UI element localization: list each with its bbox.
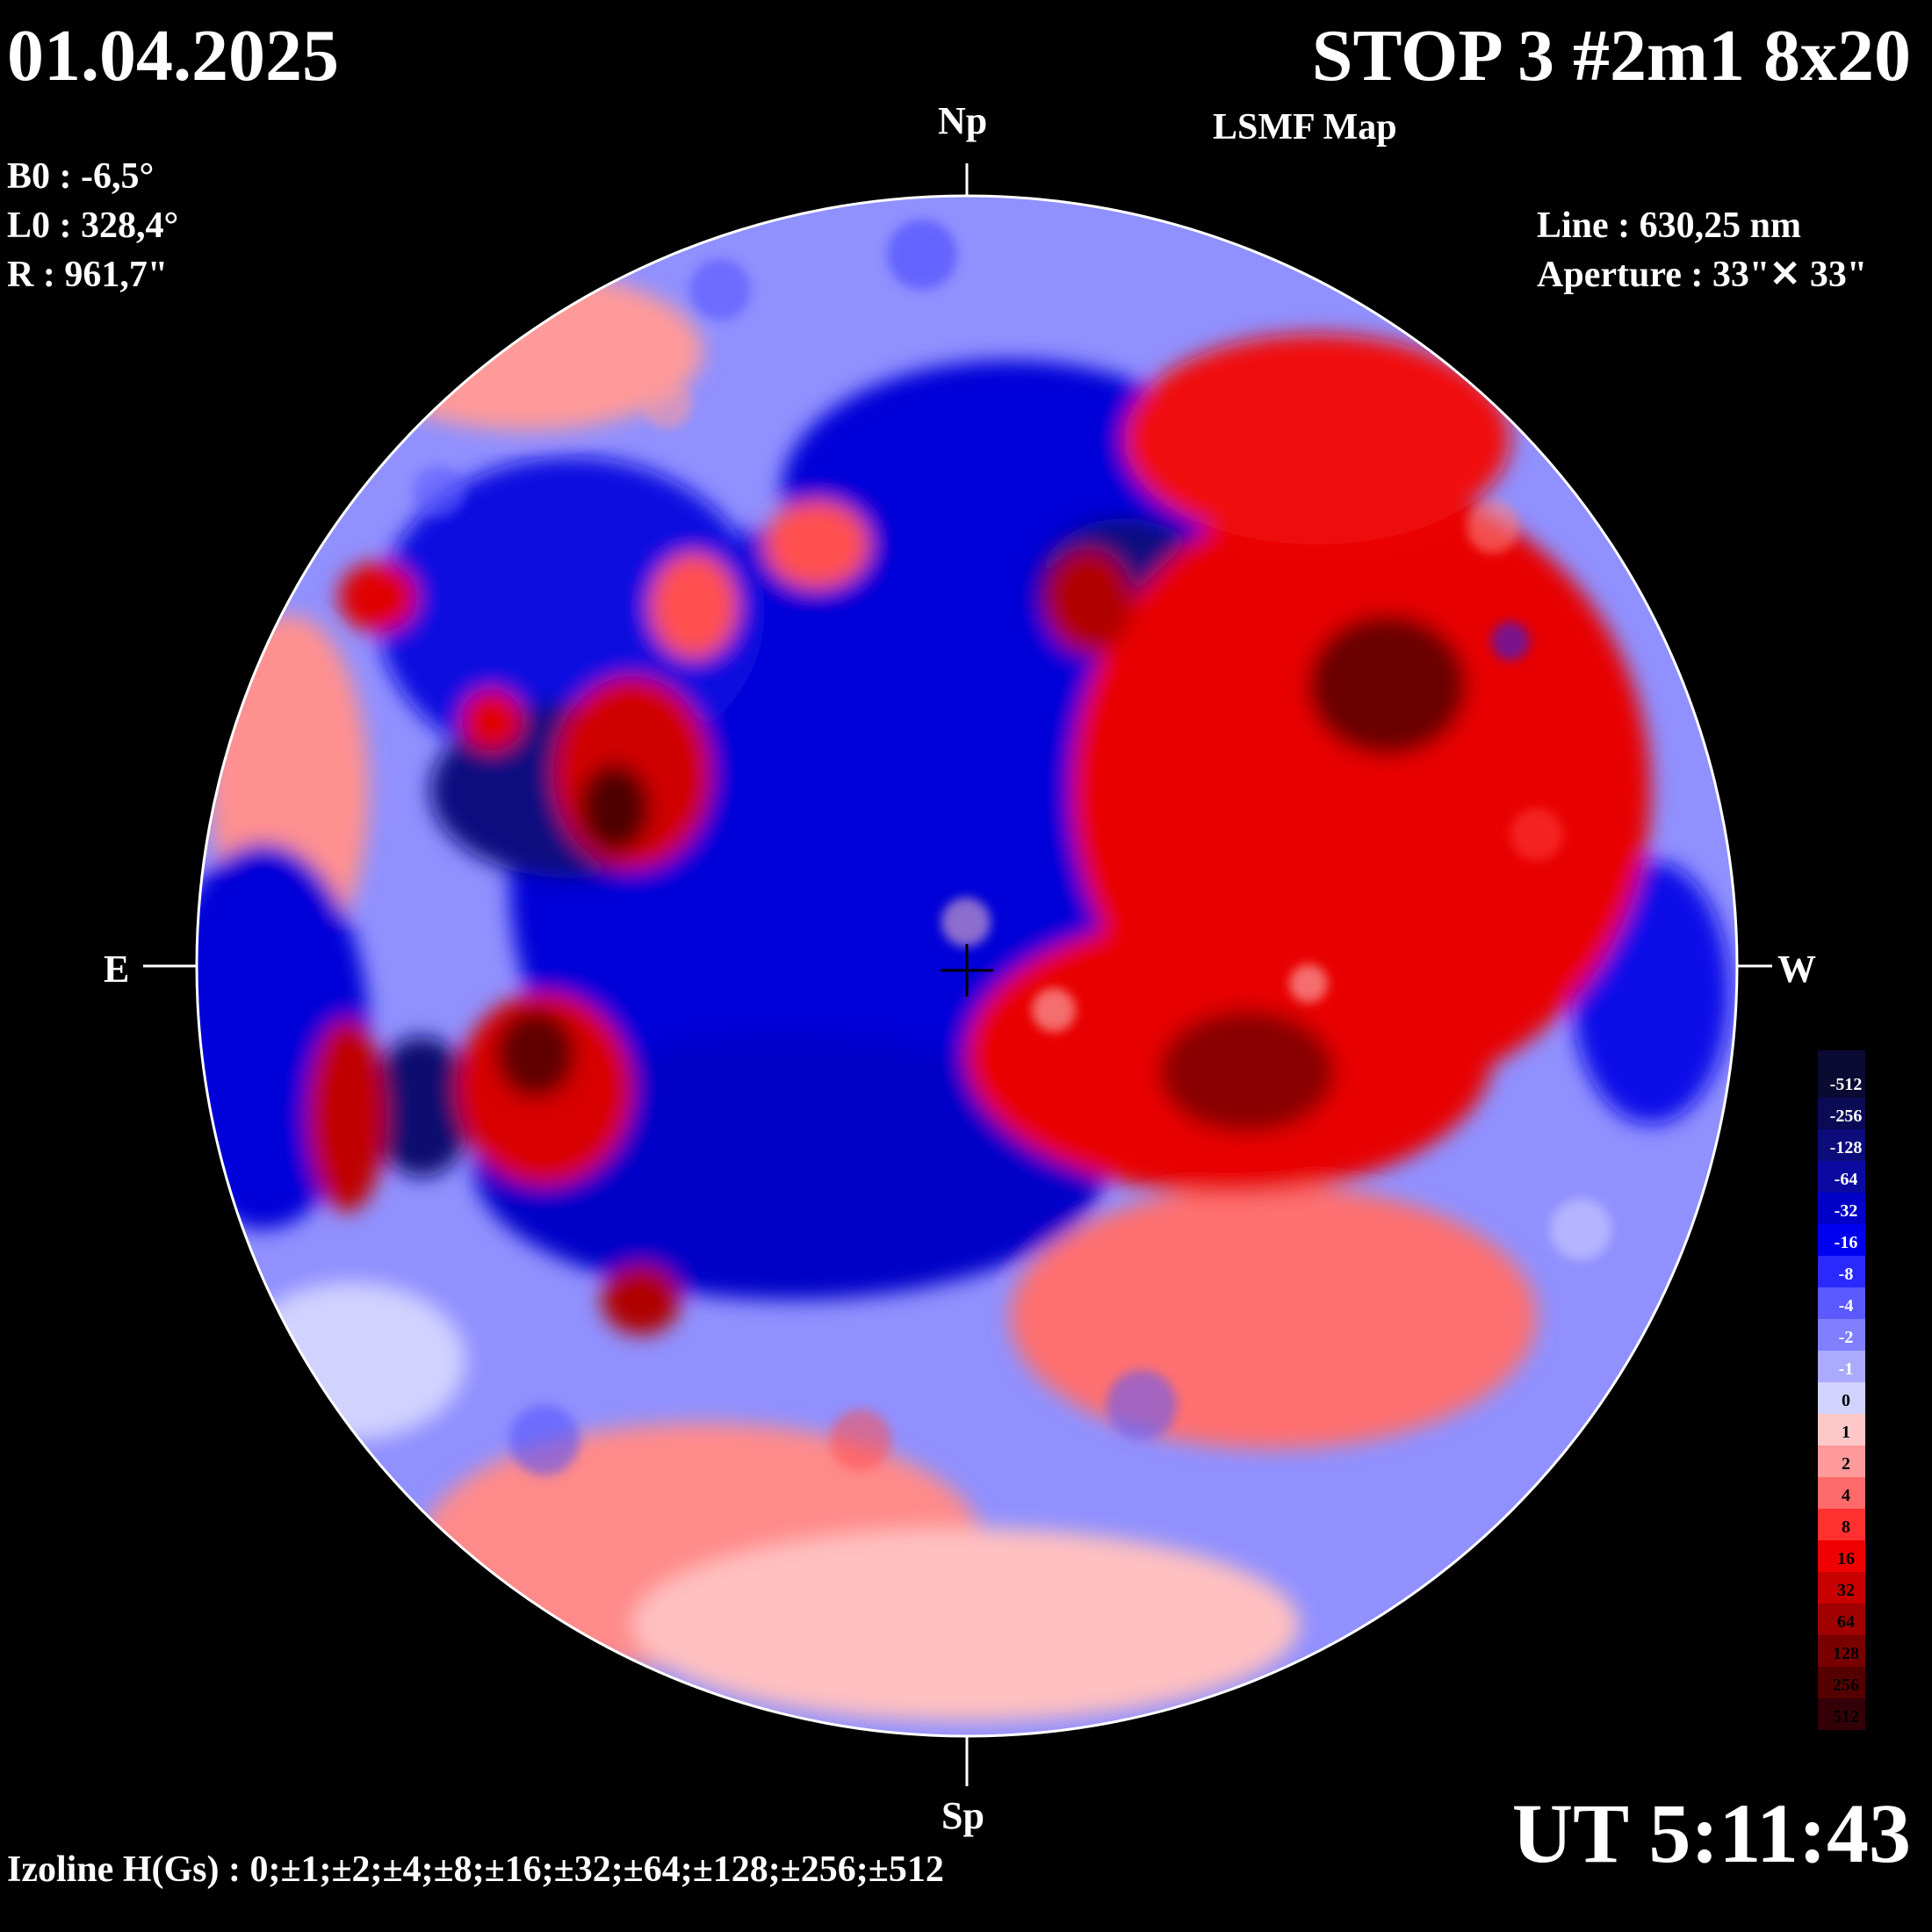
map-title: STOP 3 #2m1 8x20 <box>1311 15 1911 97</box>
field-regions <box>197 272 1730 1721</box>
solar-disk <box>197 196 1737 1736</box>
region-se-pos-weak <box>1010 1186 1537 1449</box>
legend-swatch <box>1818 1129 1865 1161</box>
legend-swatch <box>1818 1382 1865 1414</box>
legend-label: -2 <box>1838 1328 1854 1347</box>
spot-8 <box>764 501 869 588</box>
legend-swatch <box>1818 1540 1865 1572</box>
spot-4 <box>1045 549 1133 654</box>
legend-swatch <box>1818 1509 1865 1540</box>
legend-label: 128 <box>1833 1644 1859 1663</box>
legend-swatch <box>1818 1414 1865 1445</box>
legend-swatch <box>1818 1667 1865 1698</box>
param-l0: L0 : 328,4° <box>7 205 179 246</box>
spot-2-core <box>496 1010 575 1098</box>
observation-date: 01.04.2025 <box>7 15 339 97</box>
region-wsw-pos-core <box>1159 1010 1335 1133</box>
legend-swatch <box>1818 1319 1865 1351</box>
param-line: Line : 630,25 nm <box>1537 205 1802 246</box>
legend-label: 4 <box>1842 1486 1850 1505</box>
legend-swatch <box>1818 1066 1865 1098</box>
legend-label: 512 <box>1833 1707 1859 1727</box>
legend-label: -256 <box>1829 1107 1863 1126</box>
legend-label: 16 <box>1837 1549 1855 1568</box>
direction-west: W <box>1777 948 1816 991</box>
legend-label: 256 <box>1833 1676 1859 1695</box>
region-south-neutral <box>632 1528 1300 1721</box>
direction-south: Sp <box>941 1794 984 1837</box>
ut-time: UT 5:11:43 <box>1511 1786 1911 1880</box>
legend-label: -4 <box>1838 1296 1854 1316</box>
legend-swatch <box>1818 1445 1865 1477</box>
legend-swatch <box>1818 1351 1865 1382</box>
legend-label: 2 <box>1842 1454 1850 1474</box>
legend-swatch <box>1818 1193 1865 1224</box>
param-r: R : 961,7" <box>7 255 169 295</box>
legend-swatch <box>1818 1161 1865 1193</box>
legend-label: 32 <box>1837 1581 1855 1600</box>
region-e-neg-core <box>369 1036 474 1177</box>
region-nw-pos <box>1124 334 1510 544</box>
map-subtitle: LSMF Map <box>1213 107 1397 148</box>
color-legend <box>1818 1050 1865 1730</box>
param-aperture: Aperture : 33"✕ 33" <box>1537 255 1868 295</box>
param-b0: B0 : -6,5° <box>7 156 155 197</box>
legend-label: 0 <box>1842 1391 1850 1410</box>
legend-swatch <box>1818 1635 1865 1667</box>
izoline-levels: Izoline H(Gs) : 0;±1;±2;±4;±8;±16;±32;±6… <box>7 1849 944 1890</box>
legend-swatch <box>1818 1256 1865 1287</box>
legend-swatch <box>1818 1098 1865 1129</box>
spot-6 <box>461 689 523 751</box>
legend-swatch <box>1818 1287 1865 1319</box>
spot-9 <box>650 553 738 659</box>
legend-label: -512 <box>1829 1075 1863 1094</box>
region-west-pos-core <box>1308 615 1467 755</box>
direction-north: Np <box>938 99 988 142</box>
legend-label: 64 <box>1837 1612 1855 1632</box>
legend-label: 1 <box>1842 1423 1850 1442</box>
legend-label: -1 <box>1838 1359 1854 1379</box>
region-south-neg <box>474 1036 1107 1300</box>
legend-label: 8 <box>1842 1517 1850 1537</box>
spot-7 <box>338 562 417 632</box>
region-sw-neutral <box>237 1282 465 1440</box>
legend-label: -64 <box>1834 1170 1858 1189</box>
texture-noise <box>413 220 1611 1475</box>
legend-label: -128 <box>1829 1138 1863 1157</box>
legend-swatch <box>1818 1698 1865 1730</box>
legend-swatch <box>1818 1604 1865 1635</box>
legend-label: -16 <box>1834 1233 1858 1252</box>
legend-label: -32 <box>1834 1201 1858 1221</box>
legend-label: -8 <box>1838 1265 1854 1284</box>
legend-swatch <box>1818 1224 1865 1256</box>
spot-3 <box>307 1019 386 1212</box>
spot-5 <box>602 1265 681 1335</box>
legend-swatch <box>1818 1477 1865 1509</box>
legend-swatch <box>1818 1572 1865 1604</box>
spot-1-core <box>580 764 650 852</box>
direction-east: E <box>104 948 130 991</box>
